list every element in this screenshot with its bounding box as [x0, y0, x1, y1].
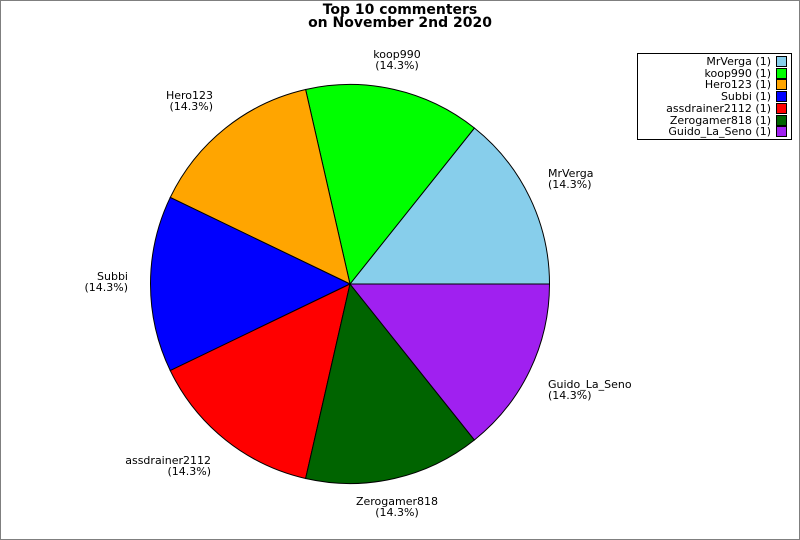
slice-label-percent: (14.3%): [548, 178, 592, 191]
legend-color-swatch: [776, 79, 787, 91]
legend-color-swatch: [776, 91, 787, 102]
pie-slice-koop990: [305, 83, 476, 286]
legend-item-label: assdrainer2112 (1): [666, 101, 771, 115]
legend-item-label: MrVerga (1): [706, 54, 771, 68]
legend-item: Guido_La_Seno (1): [638, 125, 791, 139]
slice-label-Hero123: Hero123 (14.3%): [166, 90, 213, 112]
slice-label-percent: (14.3%): [84, 281, 128, 294]
legend-item: assdrainer2112 (1): [638, 101, 791, 115]
legend-item: MrVerga (1): [638, 54, 791, 68]
pie-slice-Guido_La_Seno: [348, 283, 551, 441]
legend-item: Hero123 (1): [638, 78, 791, 92]
legend-item-label: koop990 (1): [704, 66, 772, 80]
slice-label-assdrainer2112: assdrainer2112 (14.3%): [125, 455, 211, 477]
slice-label-percent: (14.3%): [375, 506, 419, 519]
legend-color-swatch: [776, 55, 787, 67]
pie-slice-Hero123: [169, 88, 351, 285]
slice-label-percent: (14.3%): [548, 389, 592, 402]
slice-label-koop990: koop990 (14.3%): [373, 49, 420, 71]
legend-item-label: Subbi (1): [720, 90, 771, 103]
legend-item: Subbi (1): [638, 91, 791, 102]
slice-label-percent: (14.3%): [169, 100, 213, 113]
legend-item-label: Guido_La_Seno (1): [668, 125, 771, 139]
slice-label-name: Guido_La_Seno: [548, 378, 632, 391]
slice-label-Guido_La_Seno: Guido_La_Seno (14.3%): [548, 379, 632, 401]
slice-label-name: MrVerga: [548, 167, 594, 180]
pie-slice-assdrainer2112: [169, 283, 351, 480]
slice-label-percent: (14.3%): [167, 465, 211, 478]
legend-color-swatch: [776, 67, 787, 79]
chart-title-line2: on November 2nd 2020: [308, 14, 492, 31]
legend-item-label: Hero123 (1): [704, 78, 771, 92]
legend-item: koop990 (1): [638, 66, 791, 80]
pie-slice-Subbi: [150, 196, 352, 372]
chart-title-line1: Top 10 commenters: [322, 2, 478, 18]
slice-label-name: Zerogamer818: [355, 495, 439, 508]
slice-label-Subbi: Subbi (14.3%): [84, 271, 128, 293]
legend-color-swatch: [776, 114, 787, 126]
slice-label-name: Subbi: [97, 270, 128, 283]
slice-label-Zerogamer818: Zerogamer818 (14.3%): [356, 496, 438, 518]
pie-slice-MrVerga: [348, 127, 551, 285]
chart-title: Top 10 commenters on November 2nd 2020: [0, 2, 800, 31]
slice-label-name: assdrainer2112: [125, 454, 211, 467]
legend-item-label: Zerogamer818 (1): [669, 113, 771, 127]
legend: MrVerga (1) koop990 (1) Hero123 (1) Subbi (…: [637, 53, 792, 140]
slice-label-name: koop990: [373, 48, 421, 61]
legend-color-swatch: [776, 102, 787, 114]
slice-label-MrVerga: MrVerga (14.3%): [548, 168, 594, 190]
slice-label-name: Hero123: [165, 89, 213, 102]
slice-label-percent: (14.3%): [375, 59, 419, 72]
legend-item: Zerogamer818 (1): [638, 113, 791, 127]
legend-color-swatch: [776, 126, 787, 138]
pie-slice-Zerogamer818: [305, 282, 476, 485]
